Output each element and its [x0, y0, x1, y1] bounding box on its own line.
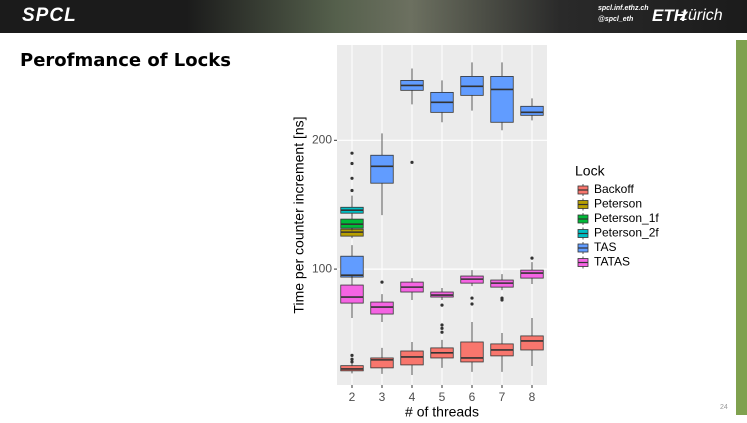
outlier: [350, 358, 353, 361]
legend-label: Peterson_2f: [594, 226, 659, 240]
box: [371, 302, 394, 314]
y-tick-label: 200: [312, 132, 332, 146]
outlier: [350, 162, 353, 165]
x-axis-title: # of threads: [405, 404, 479, 420]
outlier: [500, 296, 503, 299]
x-tick-label: 3: [379, 390, 386, 404]
x-tick-label: 4: [409, 390, 416, 404]
outlier: [410, 161, 413, 164]
box: [461, 342, 484, 362]
x-tick-label: 6: [469, 390, 476, 404]
outlier: [350, 152, 353, 155]
y-tick-label: 100: [312, 261, 332, 275]
outlier: [470, 302, 473, 305]
box: [521, 336, 544, 350]
chart: Time per counter increment [ns] # of thr…: [0, 0, 747, 423]
x-tick-label: 5: [439, 390, 446, 404]
x-tick-label: 8: [529, 390, 536, 404]
box: [491, 76, 514, 122]
legend-label: Backoff: [594, 182, 634, 196]
legend-label: Peterson: [594, 197, 642, 211]
box: [521, 106, 544, 115]
box: [401, 351, 424, 365]
outlier: [440, 304, 443, 307]
legend-label: TATAS: [594, 255, 630, 269]
outlier: [470, 296, 473, 299]
box: [521, 270, 544, 278]
x-tick-label: 7: [499, 390, 506, 404]
outlier: [440, 327, 443, 330]
y-axis-title: Time per counter increment [ns]: [291, 116, 307, 313]
x-tick-label: 2: [349, 390, 356, 404]
outlier: [530, 257, 533, 260]
legend-label: TAS: [594, 240, 616, 254]
box: [371, 155, 394, 183]
outlier: [440, 323, 443, 326]
slide: SPCL spcl.inf.ethz.ch @spcl_eth ETH züri…: [0, 0, 747, 423]
outlier: [440, 331, 443, 334]
box: [341, 256, 364, 277]
outlier: [380, 280, 383, 283]
outlier: [350, 189, 353, 192]
legend-title: Lock: [575, 163, 606, 179]
outlier: [350, 354, 353, 357]
outlier: [350, 177, 353, 180]
box: [341, 285, 364, 303]
legend-label: Peterson_1f: [594, 211, 659, 225]
